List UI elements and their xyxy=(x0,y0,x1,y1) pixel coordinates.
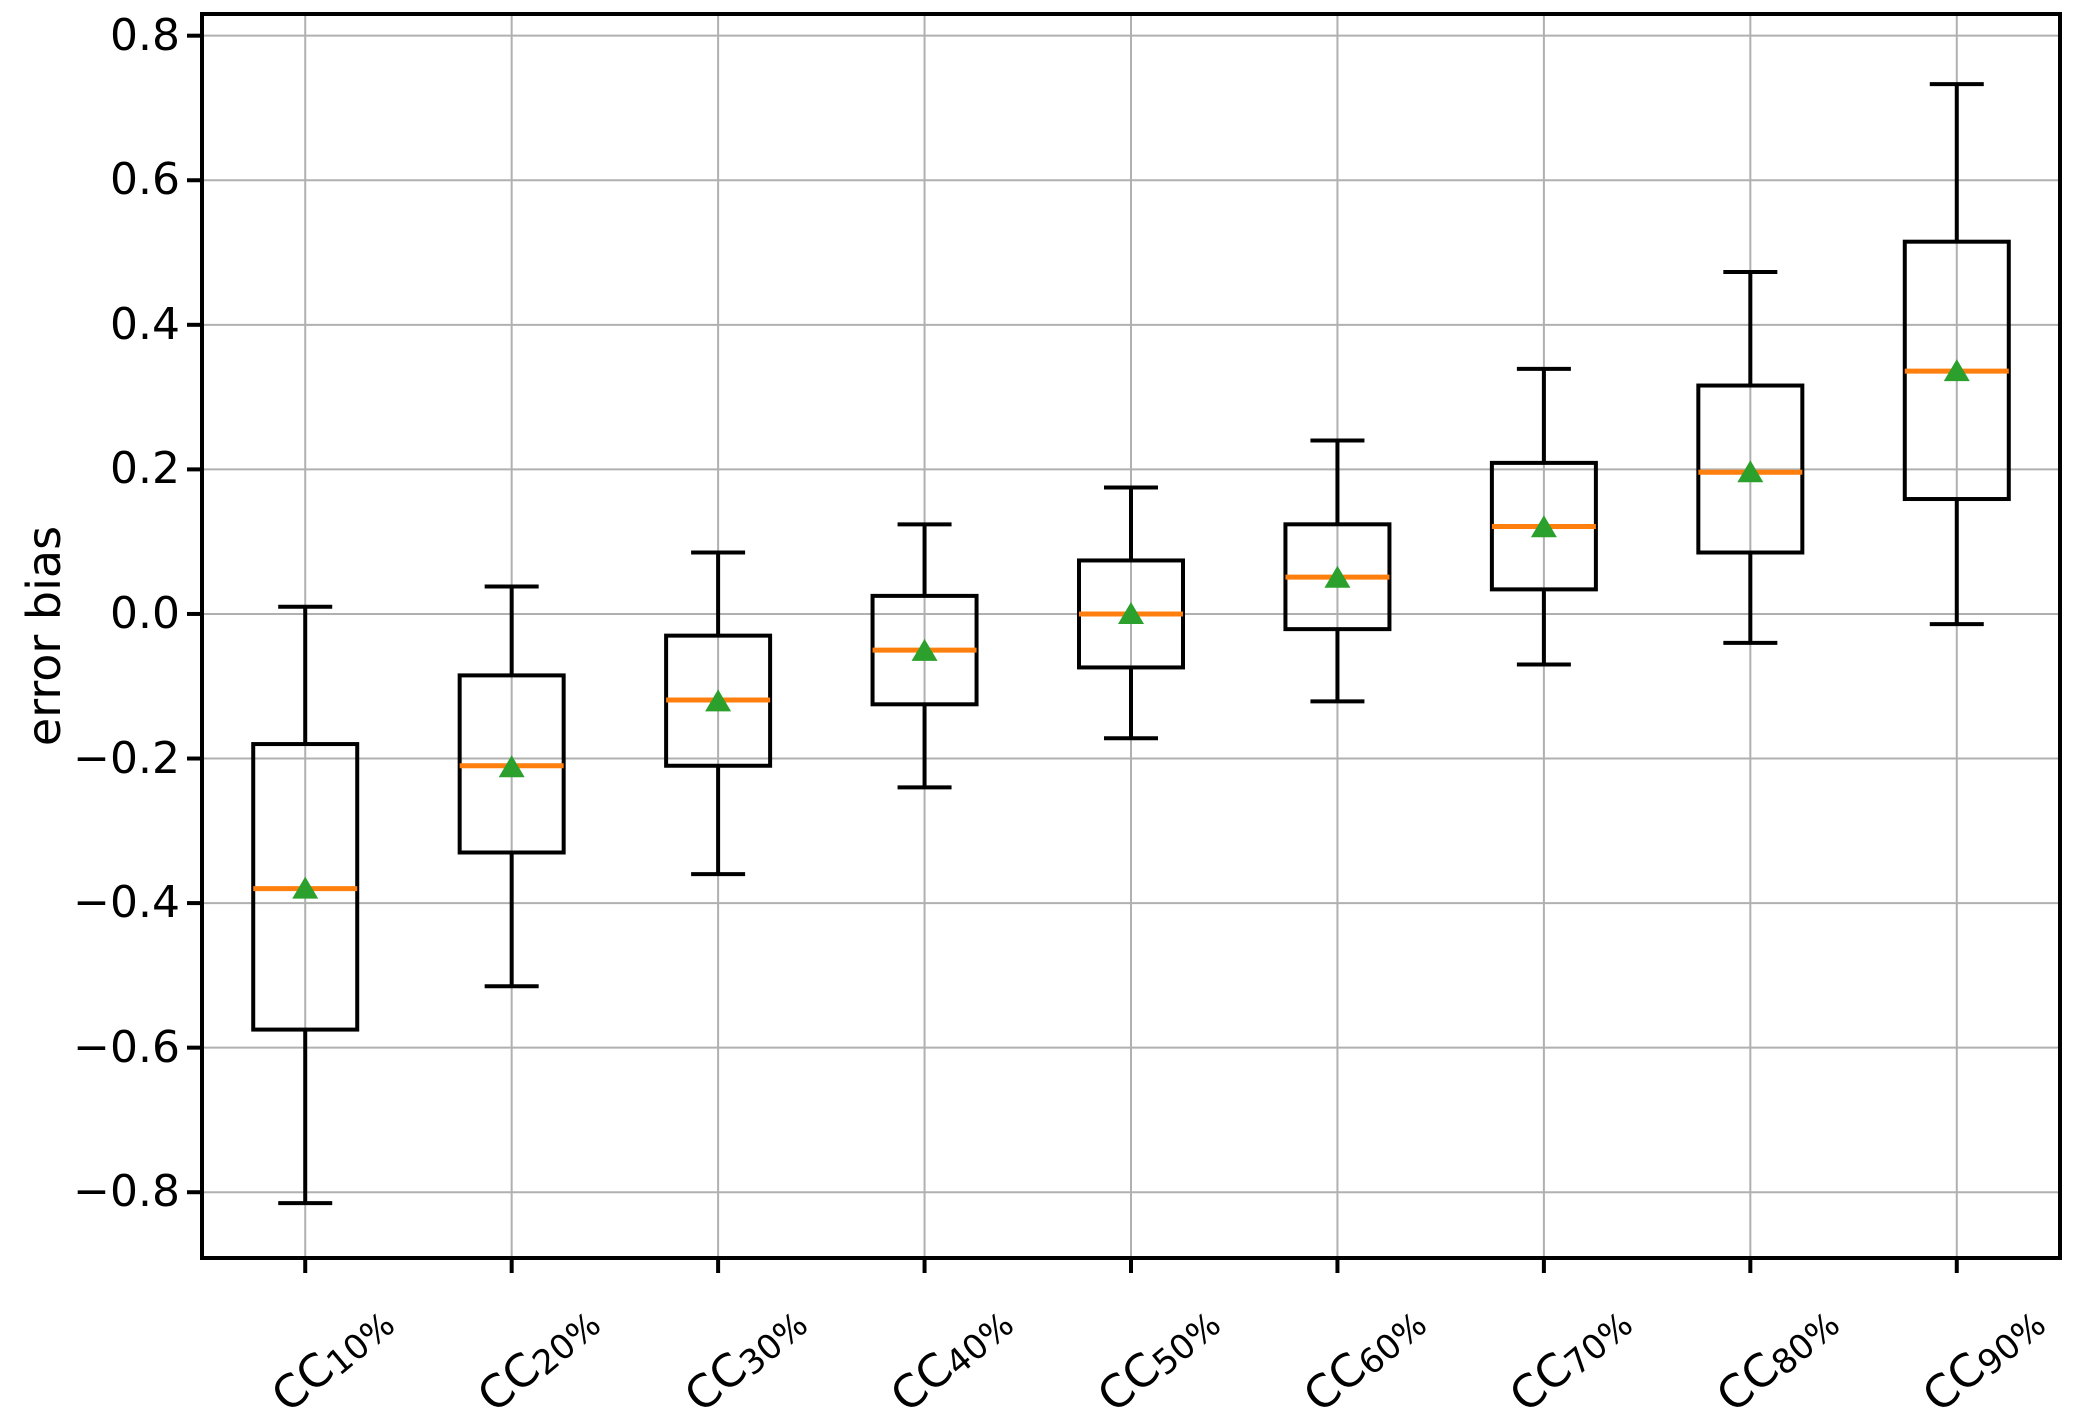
mean-triangle-marker xyxy=(1737,460,1764,483)
y-tick-label: 0.4 xyxy=(110,298,180,350)
y-tick-label: 0.8 xyxy=(110,9,180,61)
mean-triangle-marker xyxy=(1943,359,1970,382)
mean-triangle-marker xyxy=(911,638,938,661)
y-tick-label: 0.6 xyxy=(110,154,180,206)
mean-triangle-marker xyxy=(1324,565,1351,588)
box-rect xyxy=(1696,383,1805,555)
mean-triangle-marker xyxy=(498,755,525,778)
y-tick-label: −0.2 xyxy=(73,732,180,784)
mean-triangle-marker xyxy=(1530,515,1557,538)
y-tick-label: 0.2 xyxy=(110,443,180,495)
mean-triangle-marker xyxy=(705,689,732,712)
y-tick-label: 0.0 xyxy=(110,587,180,639)
y-tick-label: −0.8 xyxy=(73,1166,180,1218)
y-tick-label: −0.4 xyxy=(73,877,180,929)
y-tick-label: −0.6 xyxy=(73,1021,180,1073)
mean-triangle-marker xyxy=(1118,601,1144,624)
mean-triangle-marker xyxy=(292,876,319,899)
